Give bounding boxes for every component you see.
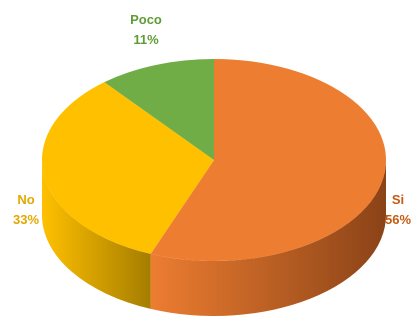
slice-value-si: 56% xyxy=(385,212,411,227)
slice-value-no: 33% xyxy=(13,212,39,227)
slice-side-si xyxy=(150,160,386,317)
slice-value-poco: 11% xyxy=(133,32,159,47)
slice-no xyxy=(42,82,215,254)
slice-side-no xyxy=(42,160,151,309)
pie-labels: Si 56% No 33% Poco 11% xyxy=(13,12,411,227)
slice-label-no: No xyxy=(17,192,34,207)
slice-poco xyxy=(104,59,214,160)
pie-sides xyxy=(42,160,386,317)
pie-tops xyxy=(42,59,386,261)
slice-label-poco: Poco xyxy=(130,12,162,27)
slice-label-si: Si xyxy=(392,192,404,207)
slice-si xyxy=(150,59,386,261)
